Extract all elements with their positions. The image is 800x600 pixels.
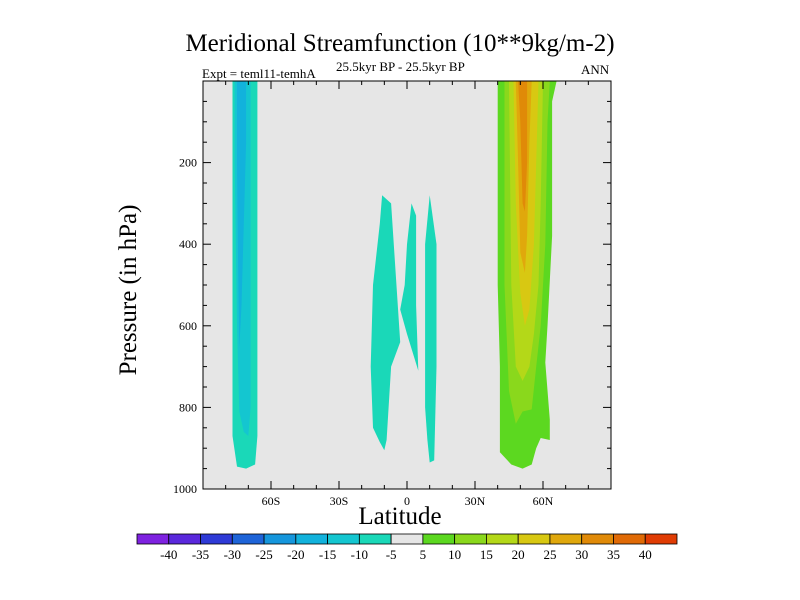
colorbar-swatch: [263, 533, 297, 545]
colorbar-label: 20: [512, 547, 525, 562]
colorbar-swatch: [358, 533, 392, 545]
colorbar-label: -10: [351, 547, 368, 562]
x-tick-label: 60N: [533, 494, 554, 508]
colorbar-swatch: [581, 533, 614, 545]
contour-tropical-south-branch: [370, 195, 401, 451]
colorbar-swatch: [422, 533, 456, 545]
colorbar-label: -30: [224, 547, 241, 562]
y-tick-label: 400: [179, 237, 197, 251]
colorbar-label: -25: [255, 547, 272, 562]
colorbar-swatch: [486, 533, 519, 545]
colorbar-swatch: [644, 533, 678, 545]
colorbar-swatch: [327, 533, 360, 545]
colorbar-swatch: [136, 533, 170, 545]
colorbar-label: 5: [420, 547, 427, 562]
contour-tropical-center-branch: [400, 203, 419, 371]
x-tick-label: 30N: [465, 494, 486, 508]
axis-ticks: 60S 30S 0 30N 60N 200 400 600 800 1000: [173, 81, 611, 508]
colorbar-label: 15: [480, 547, 493, 562]
y-tick-label: 1000: [173, 482, 197, 496]
colorbar-swatch: [454, 533, 487, 545]
x-axis-label: Latitude: [358, 503, 442, 530]
y-tick-label: 800: [179, 400, 197, 414]
colorbar-label: 40: [639, 547, 652, 562]
colorbar-label: 10: [448, 547, 461, 562]
y-tick-label: 200: [179, 156, 197, 170]
colorbar-label: -40: [160, 547, 177, 562]
colorbar-label: -5: [386, 547, 397, 562]
chart-subtitle: 25.5kyr BP - 25.5kyr BP: [336, 59, 465, 74]
colorbar-label: -35: [192, 547, 209, 562]
y-tick-label: 600: [179, 319, 197, 333]
colorbar-label: 30: [575, 547, 588, 562]
season-label: ANN: [581, 62, 610, 77]
contour-tropical-north-branch: [425, 195, 437, 463]
colorbar-swatch: [390, 533, 424, 545]
colorbar-swatch: [613, 533, 646, 545]
colorbar-swatch: [168, 533, 201, 545]
colorbar: -40 -35 -30 -25 -20 -15 -10 -5 5 10 15 20 25 30 35 40: [136, 533, 678, 562]
colorbar-label: -20: [287, 547, 304, 562]
colorbar-label: -15: [319, 547, 336, 562]
contour-north-cell-core: [518, 81, 528, 212]
contour-south-polar-inner: [237, 81, 247, 349]
colorbar-swatch: [295, 533, 328, 545]
experiment-label: Expt = teml11-temhA: [202, 66, 316, 81]
chart-title: Meridional Streamfunction (10**9kg/m-2): [185, 30, 615, 57]
x-tick-label: 0: [404, 494, 410, 508]
colorbar-label: 35: [607, 547, 620, 562]
colorbar-label: 25: [543, 547, 556, 562]
colorbar-swatch: [517, 533, 551, 545]
colorbar-swatch: [549, 533, 583, 545]
x-tick-label: 30S: [330, 494, 349, 508]
x-tick-label: 60S: [262, 494, 281, 508]
colorbar-swatch: [200, 533, 233, 545]
colorbar-swatch: [231, 533, 265, 545]
contour-regions: [232, 81, 557, 469]
